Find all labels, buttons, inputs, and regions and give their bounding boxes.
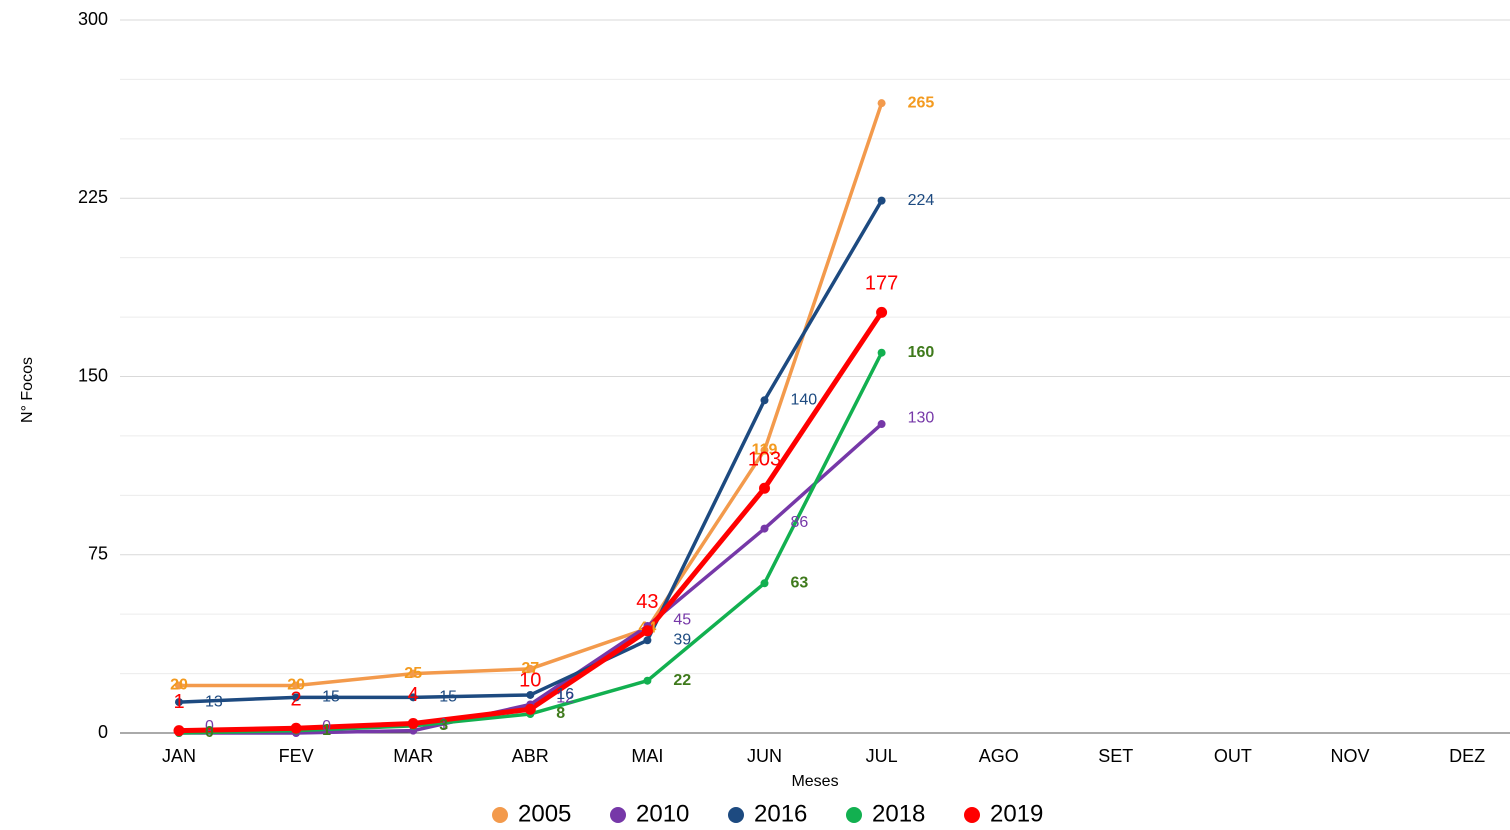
x-tick-label: MAR [393, 746, 433, 766]
data-label: 86 [791, 514, 809, 531]
data-label: 13 [205, 693, 223, 710]
data-label: 177 [865, 273, 898, 295]
x-tick-label: ABR [512, 746, 549, 766]
data-label: 8 [556, 705, 565, 722]
data-label: 3 [439, 717, 448, 734]
data-point [290, 722, 302, 734]
data-point [524, 703, 536, 715]
data-point [175, 681, 183, 690]
data-point [760, 446, 769, 455]
x-tick-label: SET [1098, 746, 1133, 766]
legend-label: 2016 [754, 800, 807, 825]
x-tick-label: JAN [162, 746, 196, 766]
data-label: 140 [791, 391, 818, 408]
data-point [175, 698, 183, 707]
x-axis-label: Meses [791, 773, 838, 790]
data-point [877, 196, 886, 205]
legend-marker [610, 807, 626, 823]
legend-marker [846, 807, 862, 823]
legend-marker [492, 807, 508, 823]
y-tick-label: 150 [78, 365, 108, 385]
y-tick-label: 75 [88, 544, 108, 564]
data-point [409, 693, 418, 702]
data-point [877, 348, 886, 357]
legend-label: 2005 [518, 800, 571, 825]
data-point [759, 482, 770, 494]
y-tick-label: 225 [78, 187, 108, 207]
x-tick-label: JUN [747, 746, 782, 766]
data-label: 39 [673, 632, 691, 649]
data-point [760, 396, 769, 405]
data-point [760, 579, 769, 588]
data-label: 1 [173, 691, 184, 713]
legend-marker [728, 807, 744, 823]
x-tick-label: DEZ [1449, 746, 1485, 766]
data-label: 12 [556, 690, 574, 707]
data-point [292, 681, 301, 690]
data-label: 63 [791, 574, 809, 591]
data-label: 160 [908, 344, 935, 361]
y-axis-label: N° Focos [19, 357, 36, 423]
data-label: 20 [170, 677, 188, 694]
x-tick-label: MAI [631, 746, 663, 766]
data-label: 15 [439, 689, 457, 706]
legend-label: 2018 [872, 800, 925, 825]
y-tick-label: 0 [98, 722, 108, 742]
data-point [641, 625, 653, 637]
data-label: 45 [673, 611, 691, 628]
data-label: 25 [404, 665, 422, 682]
data-point [643, 676, 652, 685]
x-tick-label: NOV [1330, 746, 1369, 766]
data-label: 4 [408, 684, 419, 706]
data-point [643, 636, 652, 645]
data-label: 27 [521, 660, 539, 677]
data-point [292, 693, 301, 702]
data-label: 0 [322, 718, 331, 735]
x-tick-label: FEV [279, 746, 314, 766]
data-label: 103 [748, 448, 781, 470]
data-point [407, 717, 419, 729]
data-point [760, 524, 769, 533]
data-label: 20 [287, 677, 305, 694]
data-point [526, 690, 535, 699]
legend-marker [964, 807, 980, 823]
data-label: 130 [908, 409, 935, 426]
data-label: 224 [908, 192, 935, 209]
series-line [179, 102, 884, 688]
data-label: 1 [322, 722, 331, 739]
data-label: 2 [291, 689, 302, 711]
x-tick-label: JUL [866, 746, 898, 766]
data-point [409, 669, 418, 678]
legend-label: 2010 [636, 800, 689, 825]
data-label: 0 [205, 724, 214, 741]
data-label: 10 [519, 670, 541, 692]
x-tick-label: OUT [1214, 746, 1252, 766]
data-point [876, 306, 888, 318]
data-point [173, 725, 185, 737]
legend-label: 2019 [990, 800, 1043, 825]
data-label: 15 [322, 689, 340, 706]
y-tick-label: 300 [78, 9, 108, 29]
data-label: 22 [673, 672, 691, 689]
data-point [877, 420, 886, 429]
data-label: 1 [439, 716, 448, 733]
data-label: 0 [205, 718, 214, 735]
data-label: 16 [556, 686, 574, 703]
data-point [526, 664, 535, 673]
data-point [877, 99, 886, 108]
data-label: 265 [908, 94, 935, 111]
x-tick-label: AGO [979, 746, 1019, 766]
data-label: 43 [636, 591, 658, 613]
data-label: 119 [752, 441, 778, 458]
